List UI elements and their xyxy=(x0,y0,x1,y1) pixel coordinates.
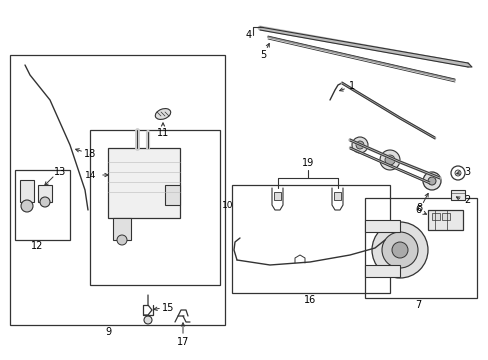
Text: 6: 6 xyxy=(414,205,420,215)
Circle shape xyxy=(391,242,407,258)
Bar xyxy=(333,192,340,200)
Text: 11: 11 xyxy=(157,128,169,138)
Bar xyxy=(90,130,220,285)
Bar xyxy=(164,185,180,205)
Text: 10: 10 xyxy=(222,201,233,210)
Circle shape xyxy=(422,172,440,190)
Bar xyxy=(20,180,34,202)
Bar xyxy=(231,185,389,293)
Text: 3: 3 xyxy=(463,167,469,177)
Text: 17: 17 xyxy=(177,337,189,347)
Bar xyxy=(441,213,449,220)
Bar xyxy=(364,220,399,232)
Text: 16: 16 xyxy=(303,295,315,305)
Bar xyxy=(273,192,281,200)
Circle shape xyxy=(379,150,399,170)
Circle shape xyxy=(351,137,367,153)
Bar xyxy=(364,265,399,277)
Text: 4: 4 xyxy=(245,30,251,40)
Text: 14: 14 xyxy=(84,171,96,180)
Circle shape xyxy=(454,170,460,176)
Bar xyxy=(113,218,131,240)
Circle shape xyxy=(427,177,435,185)
Bar xyxy=(364,198,476,298)
Text: 5: 5 xyxy=(259,50,265,60)
Bar xyxy=(431,213,439,220)
Bar xyxy=(15,170,70,240)
Text: 8: 8 xyxy=(415,203,421,213)
Text: 12: 12 xyxy=(31,241,43,251)
Circle shape xyxy=(40,197,50,207)
Text: 1: 1 xyxy=(348,81,354,91)
Text: 9: 9 xyxy=(105,327,111,337)
Circle shape xyxy=(143,316,152,324)
Circle shape xyxy=(355,141,363,149)
Circle shape xyxy=(381,232,417,268)
Text: 19: 19 xyxy=(301,158,313,168)
Bar xyxy=(450,190,464,200)
Text: 18: 18 xyxy=(84,149,96,159)
Text: 7: 7 xyxy=(414,300,420,310)
Circle shape xyxy=(21,200,33,212)
Text: 2: 2 xyxy=(463,195,469,205)
Bar xyxy=(38,185,52,202)
Circle shape xyxy=(117,235,127,245)
Text: 15: 15 xyxy=(162,303,174,313)
Bar xyxy=(427,210,462,230)
Bar xyxy=(10,55,224,325)
Circle shape xyxy=(384,155,394,165)
Ellipse shape xyxy=(155,109,170,120)
Circle shape xyxy=(371,222,427,278)
Bar xyxy=(108,148,180,218)
Text: 13: 13 xyxy=(54,167,66,177)
